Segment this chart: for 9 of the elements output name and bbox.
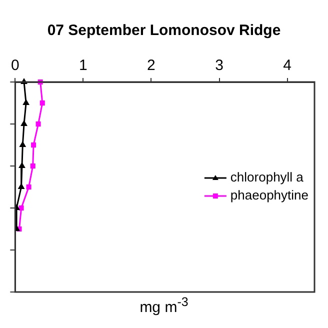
x-tick-label: 0 (11, 57, 20, 74)
x-axis-title: mg m$^{-3}$ (138, 295, 190, 316)
legend-label: chlorophyll a (230, 170, 304, 185)
x-tick-label: 4 (283, 57, 292, 74)
x-tick-label: 1 (79, 57, 88, 74)
x-tick-label: 2 (147, 57, 156, 74)
legend-label: phaeophytine (230, 188, 309, 203)
chart-title: 07 September Lomonosov Ridge (47, 22, 281, 40)
x-tick-label: 3 (215, 57, 224, 74)
